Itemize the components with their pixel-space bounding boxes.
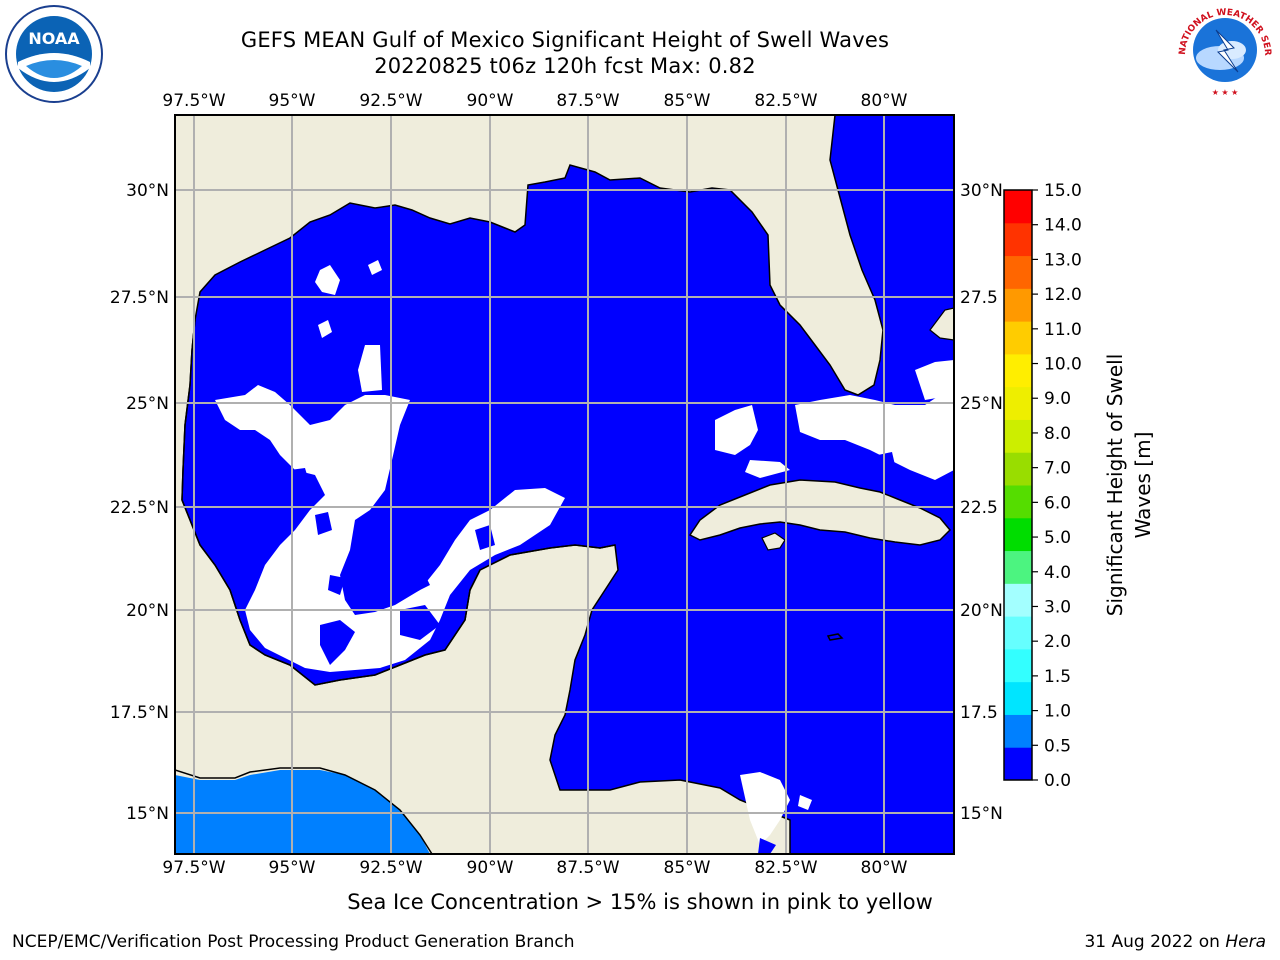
lat-label: 22.5: [960, 498, 998, 518]
lat-label: 17.5: [960, 703, 998, 723]
lon-label: 92.5°W: [359, 91, 422, 111]
noaa-logo: NOAA: [5, 5, 103, 103]
graticule: [175, 115, 954, 854]
lon-label: 95°W: [269, 858, 316, 878]
lon-label: 90°W: [467, 91, 514, 111]
colorbar-tick-label: 12.0: [1044, 285, 1082, 305]
colorbar-segment: [1004, 419, 1032, 453]
lat-label: 27.5: [960, 288, 998, 308]
lat-label: 25°N: [126, 394, 169, 414]
chart-title: GEFS MEAN Gulf of Mexico Significant Hei…: [240, 28, 890, 52]
lon-label: 87.5°W: [556, 91, 619, 111]
lon-label: 97.5°W: [162, 858, 225, 878]
lon-label: 90°W: [467, 858, 514, 878]
colorbar-segment: [1004, 288, 1032, 322]
colorbar-tick-label: 7.0: [1044, 459, 1071, 479]
lon-labels-bottom: 97.5°W 95°W 92.5°W 90°W 87.5°W 85°W 82.5…: [162, 858, 907, 878]
colorbar-segment: [1004, 616, 1032, 650]
chart-subtitle: 20220825 t06z 120h fcst Max: 0.82: [374, 54, 756, 78]
colorbar-segment: [1004, 714, 1032, 748]
land-jamaica: [826, 633, 844, 641]
colorbar-segment: [1004, 550, 1032, 584]
land-isle-of-youth: [761, 532, 786, 551]
colorbar-segment: [1004, 485, 1032, 519]
footer-branch: NCEP/EMC/Verification Post Processing Pr…: [12, 932, 575, 952]
colorbar-segment: [1004, 583, 1032, 617]
map-panel: [175, 115, 954, 854]
lat-label: 15°N: [126, 804, 169, 824]
colorbar-tick-label: 11.0: [1044, 320, 1082, 340]
colorbar-label-line2: Waves [m]: [1131, 432, 1155, 539]
lon-label: 80°W: [861, 91, 908, 111]
lat-label: 25°N: [960, 394, 1003, 414]
no-data-patches: [215, 260, 954, 845]
colorbar-segment: [1004, 321, 1032, 355]
colorbar-tick-label: 8.0: [1044, 424, 1071, 444]
lon-label: 87.5°W: [556, 858, 619, 878]
lat-label: 20°N: [960, 601, 1003, 621]
blue-holes: [290, 452, 895, 854]
colorbar-segment: [1004, 517, 1032, 552]
footer-date: 31 Aug 2022 on Hera: [1084, 932, 1266, 952]
lat-label: 22.5°N: [110, 498, 169, 518]
lat-label: 15°N: [960, 804, 1003, 824]
colorbar-segment: [1004, 353, 1032, 388]
lat-label: 30°N: [126, 181, 169, 201]
colorbar-tick-label: 15.0: [1044, 181, 1082, 201]
colorbar-segment: [1004, 255, 1032, 289]
lat-labels-left: 30°N 27.5°N 25°N 22.5°N 20°N 17.5°N 15°N: [110, 181, 169, 824]
colorbar-tick-label: 4.0: [1044, 563, 1071, 583]
lon-label: 82.5°W: [754, 858, 817, 878]
colorbar-tick-label: 6.0: [1044, 493, 1071, 513]
lon-label: 97.5°W: [162, 91, 225, 111]
colorbar-segment: [1004, 648, 1032, 683]
lat-labels-right: 30°N 27.5 25°N 22.5 20°N 17.5 15°N: [960, 181, 1003, 824]
lat-label: 20°N: [126, 601, 169, 621]
nws-logo: NATIONAL WEATHER SERVICE ★ ★ ★: [1170, 0, 1272, 97]
footer-host: Hera: [1225, 932, 1266, 952]
colorbar-segment: [1004, 190, 1032, 224]
colorbar-segment: [1004, 222, 1032, 257]
colorbar-tick-label: 5.0: [1044, 528, 1071, 548]
colorbar-frame: [1003, 189, 1033, 781]
lon-label: 85°W: [664, 91, 711, 111]
colorbar-tick-label: 10.0: [1044, 355, 1082, 375]
gulf-coast-outline: [181, 319, 616, 686]
colorbar-tick-label: 13.0: [1044, 250, 1082, 270]
footer-date-text: 31 Aug 2022 on: [1084, 932, 1226, 952]
lon-labels-top: 97.5°W 95°W 92.5°W 90°W 87.5°W 85°W 82.5…: [162, 91, 907, 111]
colorbar-tick-label: 9.0: [1044, 389, 1071, 409]
colorbar-segment: [1004, 681, 1032, 715]
lon-label: 92.5°W: [359, 858, 422, 878]
colorbar-label-line1: Significant Height of Swell: [1103, 354, 1127, 616]
colorbar-segment: [1004, 386, 1032, 420]
colorbar-tick-label: 1.5: [1044, 667, 1071, 687]
pacific-coast: [175, 767, 433, 854]
sea-ice-note: Sea Ice Concentration > 15% is shown in …: [347, 890, 933, 914]
lat-label: 17.5°N: [110, 703, 169, 723]
colorbar-tick-label: 0.0: [1044, 771, 1071, 791]
colorbar-tick-label: 2.0: [1044, 632, 1071, 652]
lon-label: 80°W: [861, 858, 908, 878]
svg-text:★ ★ ★: ★ ★ ★: [1212, 88, 1239, 97]
land-bahamas: [929, 307, 954, 341]
colorbar-tick-label: 0.5: [1044, 736, 1071, 756]
lon-label: 82.5°W: [754, 91, 817, 111]
colorbar-tick-label: 14.0: [1044, 216, 1082, 236]
lon-label: 95°W: [269, 91, 316, 111]
lat-label: 27.5°N: [110, 288, 169, 308]
colorbar-segment: [1004, 747, 1032, 781]
lon-label: 85°W: [664, 858, 711, 878]
map-frame: [174, 114, 955, 855]
colorbar-tick-label: 3.0: [1044, 597, 1071, 617]
colorbar-tick-label: 1.0: [1044, 702, 1071, 722]
svg-text:NOAA: NOAA: [28, 29, 80, 48]
lat-label: 30°N: [960, 181, 1003, 201]
colorbar-segment: [1004, 452, 1032, 486]
colorbar: 0.0 0.5 1.0 1.5 2.0 3.0 4.0 5.0 6.0 7.0 8.0 9.0 10.0…: [1003, 181, 1082, 791]
